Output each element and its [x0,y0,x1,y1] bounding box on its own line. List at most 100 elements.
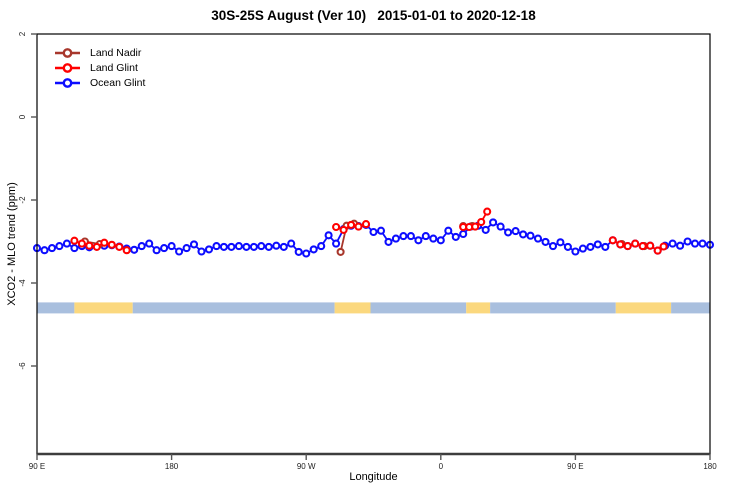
ocean-glint-point [317,242,326,251]
ocean-glint-point [369,227,378,237]
ocean-glint-point [578,244,587,253]
land-glint-point [616,240,625,249]
ocean-glint-point [175,247,184,256]
ocean-glint-point [548,242,558,251]
ocean-glint-point [249,242,258,251]
land-glint-point [347,220,356,229]
x-tick-label: 90 W [297,462,316,471]
ocean-glint-marker-icon [55,77,80,88]
land-glint-point [608,236,617,245]
ocean-glint-point [399,232,408,241]
ocean-glint-point [414,236,423,245]
ocean-glint-point [47,244,57,253]
land-glint-point [332,222,341,232]
ocean-glint-point [676,241,685,250]
y-tick-label: -4 [18,279,27,287]
ocean-glint-point [204,245,214,254]
x-tick-label: 90 E [29,462,45,471]
ocean-glint-point [160,244,169,253]
ocean-glint-point [668,239,677,248]
ocean-glint-point [563,242,572,251]
land-ocean-band-segment [132,302,335,314]
legend-label: Land Glint [90,61,138,74]
land-glint-point [77,239,86,248]
land-ocean-band-segment [466,302,491,314]
land-glint-point [646,241,655,250]
land-glint-point [631,239,640,248]
land-glint-point [623,242,632,251]
legend: Land Nadir Land Glint Ocean Glint [54,45,145,90]
land-glint-point [354,222,363,231]
ocean-glint-point [533,234,543,243]
land-nadir-marker-icon [55,47,80,58]
ocean-glint-point [294,247,303,256]
land-glint-point [122,246,131,255]
land-ocean-band-segment [334,302,371,314]
ocean-glint-point [421,232,430,241]
ocean-glint-point [556,238,565,247]
ocean-glint-point [70,244,79,253]
ocean-glint-point [130,245,139,254]
land-glint-point [100,238,109,247]
ocean-glint-point [586,242,595,251]
ocean-glint-point [167,242,176,251]
ocean-glint-point [272,241,281,250]
ocean-glint-point [384,237,393,246]
y-axis-label: XCO2 - MLO trend (ppm) [6,182,18,306]
x-tick-label: 180 [165,462,179,471]
legend-label: Land Nadir [90,46,142,59]
ocean-glint-point [391,234,400,243]
land-glint-point [339,225,348,234]
ocean-glint-point [242,242,251,251]
land-glint-point [653,246,662,255]
ocean-glint-point [429,234,438,243]
ocean-glint-point [504,228,513,237]
ocean-glint-point [40,246,49,255]
land-ocean-band-segment [74,302,133,314]
ocean-glint-point [264,242,273,251]
x-tick-label: 90 E [567,462,583,471]
ocean-glint-point [189,240,199,249]
land-glint-point [638,242,647,251]
ocean-glint-point [406,232,415,241]
ocean-glint-point [197,247,206,256]
ocean-glint-point [137,242,146,251]
ocean-glint-point [234,242,243,251]
land-glint-point [361,220,371,229]
ocean-glint-point [481,225,490,234]
ocean-glint-point [698,239,707,248]
ocean-glint-point [444,226,453,235]
land-glint-point [107,240,116,249]
land-glint-point [477,217,486,227]
ocean-glint-point [152,246,161,255]
ocean-glint-point [451,232,460,241]
land-glint-marker-icon [55,62,80,73]
land-glint-point [92,242,101,251]
land-glint-point [659,242,668,251]
x-axis-label: Longitude [349,471,398,483]
ocean-glint-point [489,218,498,227]
ocean-glint-point [541,237,550,246]
ocean-glint-point [511,227,520,236]
land-ocean-band-segment [615,302,672,314]
land-glint-point [85,241,94,250]
ocean-glint-point [593,240,602,249]
ocean-glint-point [145,239,154,248]
ocean-glint-point [257,242,266,251]
legend-item-ocean-glint: Ocean Glint [54,75,145,90]
land-ocean-band-segment [370,302,467,314]
x-tick-label: 0 [439,462,444,471]
land-nadir-point [336,247,345,256]
ocean-glint-point [526,231,535,240]
ocean-glint-point [182,244,191,253]
ocean-glint-point [376,226,386,235]
ocean-glint-point [683,237,692,246]
land-glint-point [483,207,492,216]
land-glint-point [70,236,79,245]
land-glint-point [471,222,480,231]
ocean-glint-point [219,242,228,251]
legend-item-land-glint: Land Glint [54,60,145,75]
ocean-glint-point [519,230,528,239]
